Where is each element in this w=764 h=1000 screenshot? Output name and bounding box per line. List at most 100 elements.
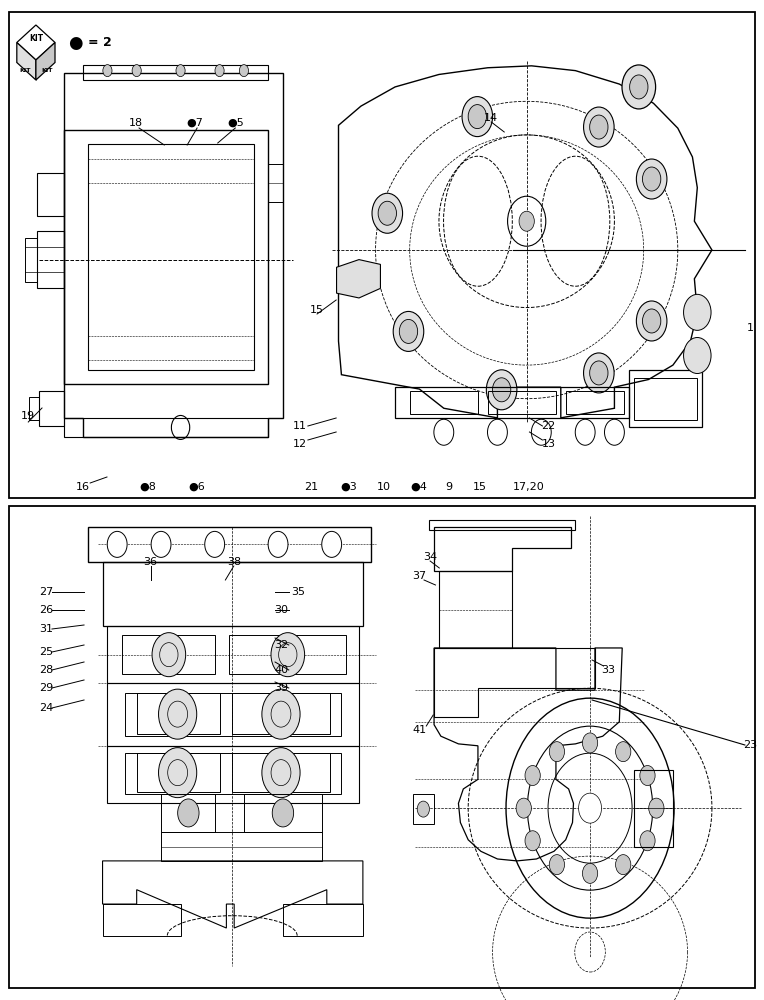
Text: 10: 10 [377,482,390,492]
Text: ●: ● [68,34,82,52]
Circle shape [215,65,224,77]
Circle shape [519,211,534,231]
Circle shape [584,107,614,147]
Circle shape [239,65,248,77]
Circle shape [159,748,197,798]
Circle shape [462,97,493,137]
Text: 37: 37 [413,571,426,581]
Text: KIT: KIT [29,34,43,43]
Circle shape [649,798,664,818]
Text: 22: 22 [542,421,555,431]
Circle shape [630,75,648,99]
Text: 35: 35 [291,587,305,597]
Circle shape [525,766,540,786]
Circle shape [636,159,667,199]
Circle shape [584,353,614,393]
Text: ●6: ●6 [188,482,205,492]
Text: 29: 29 [39,683,53,693]
Text: ●3: ●3 [341,482,358,492]
Circle shape [152,633,186,677]
Polygon shape [17,42,36,80]
Circle shape [590,115,608,139]
Circle shape [151,531,171,557]
Text: 40: 40 [274,665,288,675]
Circle shape [684,294,711,330]
Polygon shape [36,42,55,80]
Circle shape [622,65,656,109]
Text: KIT: KIT [20,68,31,73]
Circle shape [639,831,655,851]
Text: 31: 31 [39,624,53,634]
Text: 17,20: 17,20 [513,482,545,492]
Text: 36: 36 [144,557,157,567]
Circle shape [378,201,397,225]
Text: 41: 41 [413,725,426,735]
Text: 11: 11 [293,421,307,431]
Circle shape [616,855,631,875]
Text: 34: 34 [423,552,437,562]
Polygon shape [337,260,380,298]
Circle shape [103,65,112,77]
Circle shape [268,531,288,557]
Text: 14: 14 [484,113,498,123]
Text: 32: 32 [274,640,288,650]
Text: 21: 21 [304,482,318,492]
Circle shape [525,831,540,851]
Bar [9,12,755,498]
Circle shape [262,748,300,798]
Text: 9: 9 [445,482,453,492]
Text: 38: 38 [227,557,241,567]
Text: 1: 1 [746,323,754,333]
Circle shape [417,801,429,817]
Circle shape [468,105,487,129]
Text: ●7: ●7 [186,118,203,128]
Text: ●8: ●8 [139,482,156,492]
Circle shape [400,319,418,343]
Text: 12: 12 [293,439,307,449]
Circle shape [549,855,565,875]
Bar [9,506,755,988]
Circle shape [493,378,511,402]
Circle shape [132,65,141,77]
Circle shape [262,689,300,739]
Circle shape [578,793,601,823]
Text: 16: 16 [76,482,89,492]
Text: 15: 15 [310,305,324,315]
Text: 33: 33 [601,665,615,675]
Circle shape [684,338,711,374]
Text: 18: 18 [129,118,143,128]
Text: KIT: KIT [41,68,52,73]
Text: 13: 13 [542,439,555,449]
Circle shape [205,531,225,557]
Circle shape [487,370,517,410]
Circle shape [582,863,597,883]
Text: ●4: ●4 [410,482,427,492]
Circle shape [549,742,565,762]
Circle shape [616,742,631,762]
Text: 27: 27 [39,587,53,597]
Circle shape [636,301,667,341]
Text: 25: 25 [39,647,53,657]
Circle shape [272,799,293,827]
Text: 15: 15 [473,482,487,492]
Text: 23: 23 [743,740,757,750]
Circle shape [178,799,199,827]
Circle shape [643,309,661,333]
Text: 24: 24 [39,703,53,713]
Circle shape [643,167,661,191]
Text: 26: 26 [39,605,53,615]
Text: 19: 19 [21,411,35,421]
Circle shape [176,65,185,77]
Text: 30: 30 [274,605,288,615]
Circle shape [516,798,532,818]
Circle shape [159,689,197,739]
Circle shape [271,633,305,677]
Circle shape [322,531,342,557]
Text: ●5: ●5 [227,118,244,128]
Circle shape [372,193,403,233]
Circle shape [582,733,597,753]
Polygon shape [17,25,55,60]
Circle shape [107,531,127,557]
Text: 28: 28 [39,665,53,675]
Circle shape [639,766,655,786]
